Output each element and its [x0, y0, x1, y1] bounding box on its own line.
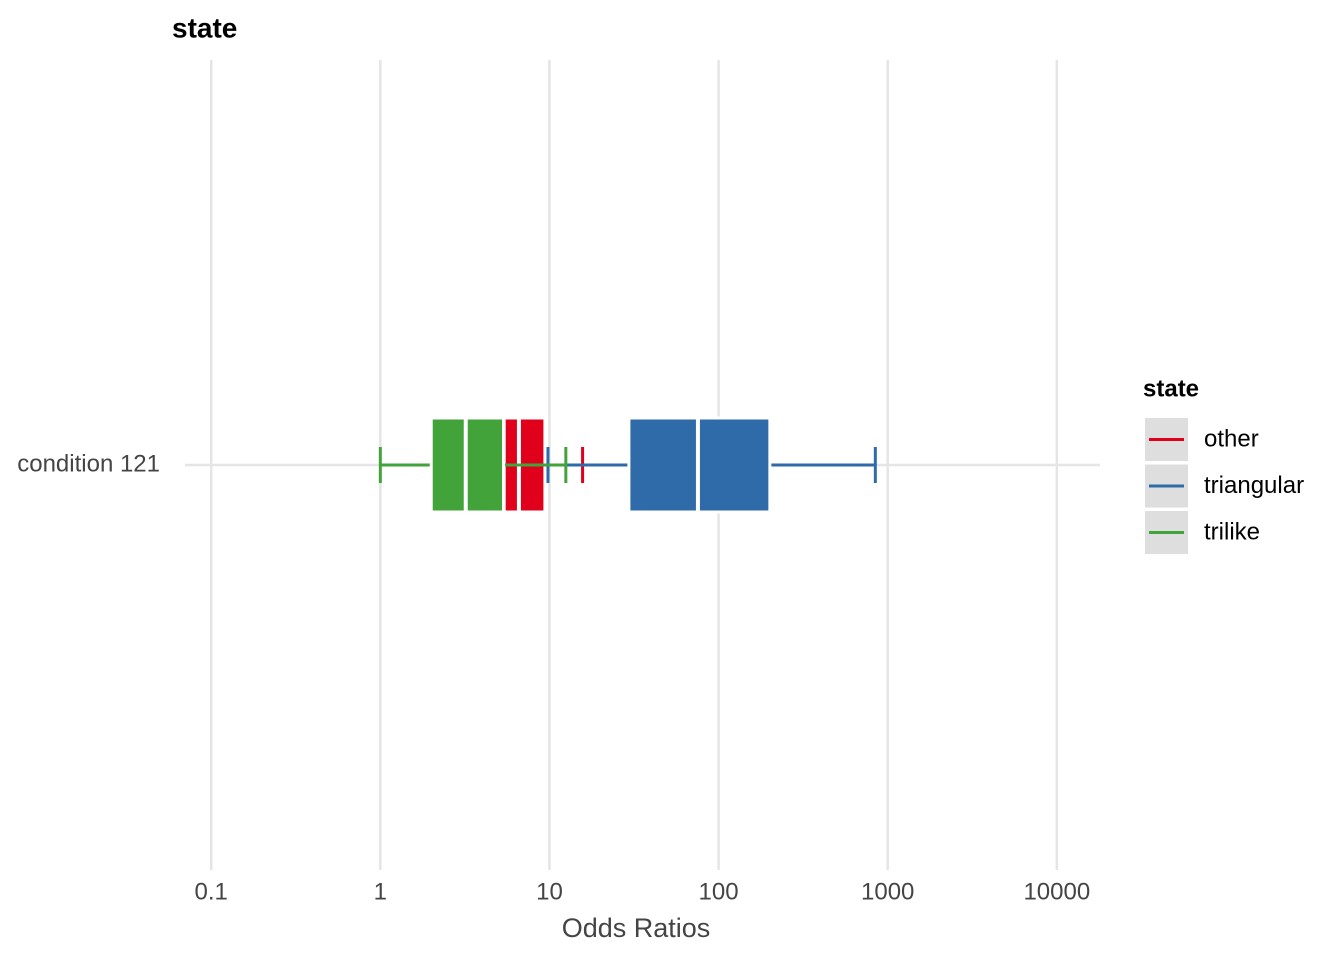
- legend-label: trilike: [1204, 518, 1260, 545]
- x-tick-label: 0.1: [195, 878, 228, 905]
- x-axis-label: Odds Ratios: [562, 913, 711, 943]
- y-tick-label: condition 121: [17, 450, 160, 477]
- x-tick-label: 10: [536, 878, 563, 905]
- x-tick-label: 10000: [1023, 878, 1090, 905]
- x-tick-label: 100: [699, 878, 739, 905]
- legend-label: triangular: [1204, 472, 1304, 499]
- legend-title: state: [1143, 375, 1199, 402]
- x-tick-label: 1: [374, 878, 387, 905]
- chart-title: state: [172, 12, 237, 43]
- legend-label: other: [1204, 425, 1259, 452]
- x-tick-label: 1000: [861, 878, 914, 905]
